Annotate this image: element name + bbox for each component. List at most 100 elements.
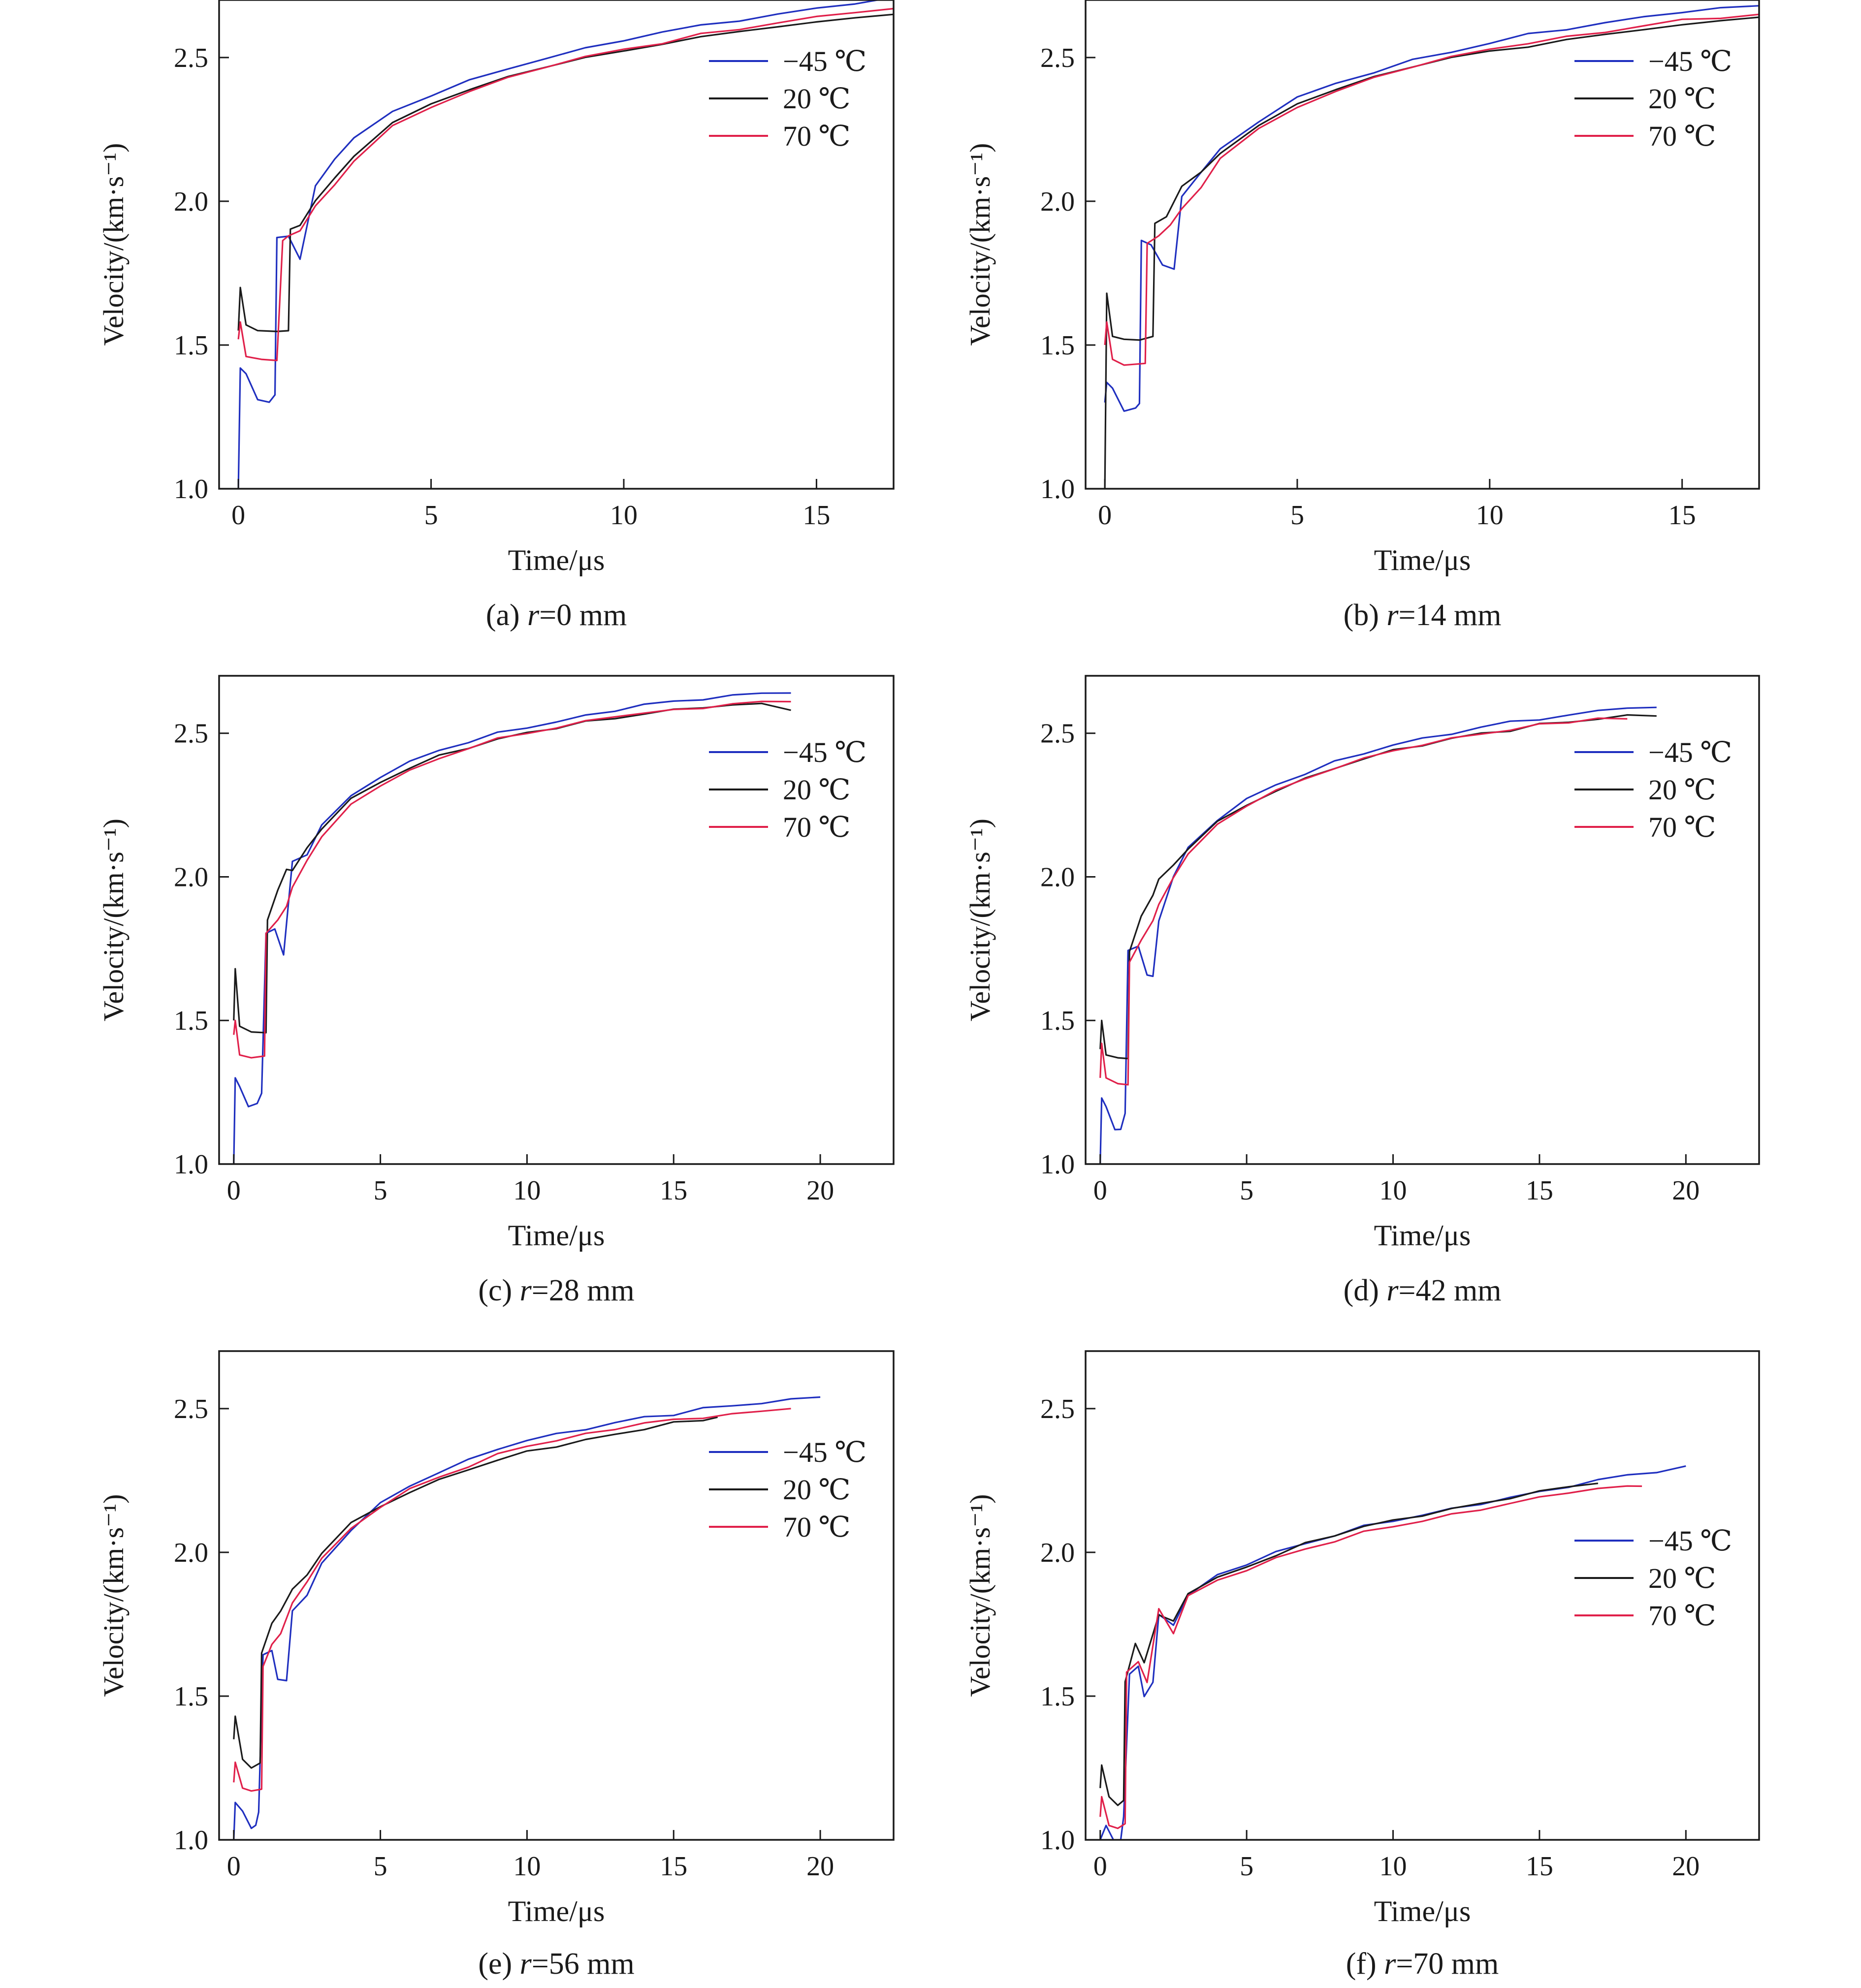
x-tick-label: 15 xyxy=(802,500,830,531)
x-tick-label: 0 xyxy=(1093,1175,1107,1206)
y-tick-label: 2.0 xyxy=(174,187,208,217)
y-tick-label: 1.0 xyxy=(1040,474,1075,505)
legend-label: 20 ℃ xyxy=(1648,1562,1716,1594)
x-axis-label: Time/μs xyxy=(508,544,605,576)
plot-frame xyxy=(1085,675,1760,1165)
y-tick-label: 2.5 xyxy=(174,43,208,73)
x-tick-label: 10 xyxy=(1380,1175,1407,1206)
series-line-70 xyxy=(1099,717,1628,1086)
legend: −45 ℃ 20 ℃ 70 ℃ xyxy=(709,1436,866,1543)
x-tick-label: 5 xyxy=(1290,500,1304,531)
legend-label: 20 ℃ xyxy=(783,83,850,115)
y-tick-label: 2.5 xyxy=(174,1394,208,1424)
x-tick-label: 10 xyxy=(513,1175,541,1206)
y-tick-label: 1.5 xyxy=(1040,330,1075,361)
panel-caption: (b) r=14 mm xyxy=(1344,599,1502,632)
x-tick-label: 0 xyxy=(1093,1851,1107,1882)
chart-panel-1: 0 5 10 15 1.0 1.5 2.0 2.5 Time/μs Velocity/(km·s⁻… xyxy=(97,0,895,632)
x-tick-label: 0 xyxy=(1098,500,1112,531)
plot-frame xyxy=(1085,0,1760,490)
x-tick-label: 5 xyxy=(424,500,438,531)
y-tick-label: 2.0 xyxy=(174,862,208,892)
series-line--45 xyxy=(1104,5,1759,412)
panel-caption: (d) r=42 mm xyxy=(1344,1274,1502,1307)
x-axis-label: Time/μs xyxy=(508,1895,605,1927)
x-tick-label: 5 xyxy=(374,1175,387,1206)
x-tick-label: 5 xyxy=(374,1851,387,1882)
x-tick-label: 10 xyxy=(513,1851,541,1882)
x-tick-label: 15 xyxy=(1526,1175,1553,1206)
legend-label: 70 ℃ xyxy=(1648,1600,1716,1632)
y-tick-label: 1.0 xyxy=(1040,1825,1075,1856)
x-axis-label: Time/μs xyxy=(1374,544,1471,576)
series-line-70 xyxy=(233,700,791,1059)
y-axis-label: Velocity/(km·s⁻¹) xyxy=(964,1494,996,1697)
legend-label: −45 ℃ xyxy=(1648,45,1732,77)
series-line--45 xyxy=(233,1396,821,1840)
series-line--45 xyxy=(233,692,791,1164)
legend: −45 ℃ 20 ℃ 70 ℃ xyxy=(709,45,866,152)
series-line-70 xyxy=(1099,1485,1642,1830)
series-line-20 xyxy=(233,702,791,1034)
y-tick-label: 1.0 xyxy=(174,1825,208,1856)
x-tick-label: 10 xyxy=(610,500,638,531)
y-tick-label: 1.5 xyxy=(1040,1681,1075,1712)
legend-label: 70 ℃ xyxy=(783,811,850,843)
plot-frame xyxy=(1085,1350,1760,1841)
x-axis-label: Time/μs xyxy=(1374,1895,1471,1927)
legend-label: 20 ℃ xyxy=(1648,774,1716,806)
legend-label: 70 ℃ xyxy=(1648,811,1716,843)
plot-frame xyxy=(218,0,895,490)
legend-label: 20 ℃ xyxy=(783,1474,850,1506)
y-tick-label: 2.5 xyxy=(174,719,208,749)
y-axis-label: Velocity/(km·s⁻¹) xyxy=(964,143,996,346)
series-line-70 xyxy=(233,1408,791,1792)
legend-label: 20 ℃ xyxy=(1648,83,1716,115)
y-tick-label: 2.0 xyxy=(1040,1538,1075,1568)
legend-label: −45 ℃ xyxy=(783,1436,866,1468)
y-tick-label: 1.5 xyxy=(1040,1006,1075,1036)
x-tick-label: 5 xyxy=(1240,1851,1253,1882)
legend-label: −45 ℃ xyxy=(1648,736,1732,768)
x-tick-label: 20 xyxy=(806,1851,834,1882)
y-tick-label: 1.0 xyxy=(174,1149,208,1180)
series-line--45 xyxy=(1099,1465,1686,1840)
x-tick-label: 0 xyxy=(231,500,245,531)
x-tick-label: 15 xyxy=(660,1851,687,1882)
y-tick-label: 2.5 xyxy=(1040,719,1075,749)
y-tick-label: 2.0 xyxy=(1040,862,1075,892)
panel-caption: (e) r=56 mm xyxy=(478,1947,634,1981)
series-line-20 xyxy=(233,1416,718,1769)
legend-label: −45 ℃ xyxy=(783,736,866,768)
x-axis-label: Time/μs xyxy=(1374,1219,1471,1252)
series-line--45 xyxy=(237,0,882,489)
y-tick-label: 2.0 xyxy=(174,1538,208,1568)
plot-frame xyxy=(218,675,895,1165)
series-line-20 xyxy=(237,13,894,332)
legend: −45 ℃ 20 ℃ 70 ℃ xyxy=(1574,45,1732,152)
y-axis-label: Velocity/(km·s⁻¹) xyxy=(97,819,129,1021)
x-tick-label: 5 xyxy=(1240,1175,1253,1206)
x-axis-label: Time/μs xyxy=(508,1219,605,1252)
legend-label: 70 ℃ xyxy=(1648,120,1716,152)
plot-frame xyxy=(218,1350,895,1841)
legend-label: −45 ℃ xyxy=(783,45,866,77)
y-tick-label: 1.5 xyxy=(174,1006,208,1036)
series-line-70 xyxy=(237,7,894,361)
x-tick-label: 0 xyxy=(227,1175,241,1206)
y-axis-label: Velocity/(km·s⁻¹) xyxy=(97,1494,129,1697)
y-axis-label: Velocity/(km·s⁻¹) xyxy=(97,143,129,346)
chart-panel-4: 0 5 10 15 20 1.0 1.5 2.0 2.5 Time/μs Velocity/(km·… xyxy=(964,675,1760,1307)
chart-panel-5: 0 5 10 15 20 1.0 1.5 2.0 2.5 Time/μs Velocity/(km·… xyxy=(97,1350,895,1981)
series-line-70 xyxy=(1104,13,1759,366)
legend-label: 20 ℃ xyxy=(783,774,850,806)
x-tick-label: 10 xyxy=(1380,1851,1407,1882)
chart-panel-3: 0 5 10 15 20 1.0 1.5 2.0 2.5 Time/μs Velocity/(km·… xyxy=(97,675,895,1307)
x-tick-label: 15 xyxy=(1668,500,1696,531)
x-tick-label: 0 xyxy=(227,1851,241,1882)
legend: −45 ℃ 20 ℃ 70 ℃ xyxy=(1574,736,1732,843)
series-line-20 xyxy=(1104,16,1759,489)
legend-label: −45 ℃ xyxy=(1648,1525,1732,1557)
